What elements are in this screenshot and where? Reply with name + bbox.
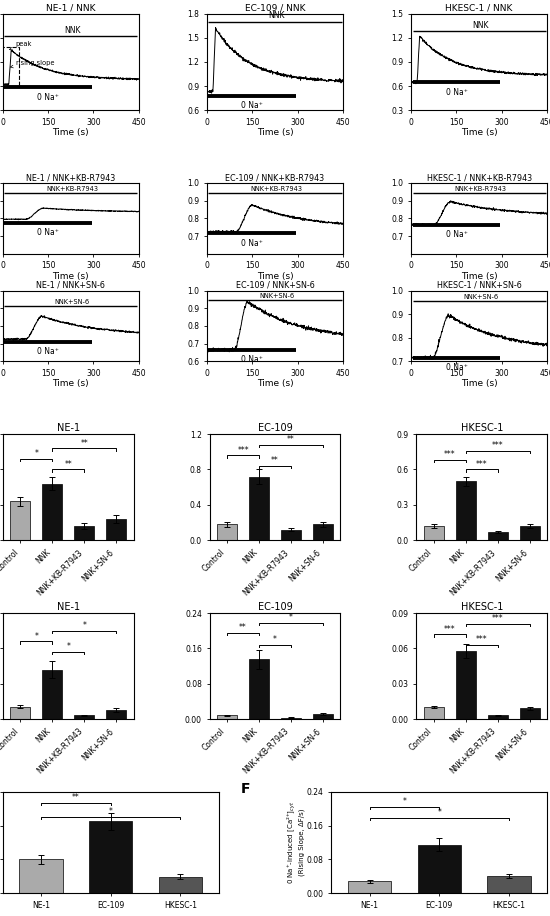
Text: 0 Na⁺: 0 Na⁺	[446, 88, 468, 97]
Bar	[249, 660, 269, 719]
Text: *: *	[289, 613, 293, 622]
Bar	[74, 526, 94, 540]
Text: NNK+KB-R7943: NNK+KB-R7943	[455, 186, 507, 191]
Text: NNK+SN-6: NNK+SN-6	[55, 300, 90, 305]
Text: ***: ***	[237, 446, 249, 454]
Bar	[488, 715, 508, 719]
Text: *: *	[66, 642, 70, 651]
Title: HKESC-1: HKESC-1	[460, 423, 503, 433]
Bar	[106, 519, 126, 540]
Title: NE-1: NE-1	[57, 423, 80, 433]
Title: EC-109: EC-109	[257, 602, 293, 612]
X-axis label: Time (s): Time (s)	[461, 379, 498, 388]
Bar	[313, 524, 333, 540]
Text: **: **	[287, 435, 295, 444]
Bar	[10, 501, 30, 540]
Title: HKESC-1: HKESC-1	[460, 602, 503, 612]
Text: **: **	[239, 623, 247, 632]
Text: *: *	[109, 807, 113, 816]
Bar	[348, 881, 391, 893]
Bar	[249, 476, 269, 540]
Text: *: *	[437, 809, 441, 817]
Title: NE-1 / NNK+SN-6: NE-1 / NNK+SN-6	[36, 280, 105, 289]
Title: NE-1 / NNK: NE-1 / NNK	[46, 4, 96, 13]
Text: 0 Na⁺: 0 Na⁺	[37, 347, 59, 356]
Bar	[313, 714, 333, 719]
X-axis label: Time (s): Time (s)	[257, 272, 293, 281]
Text: peak: peak	[9, 41, 32, 49]
Text: NNK: NNK	[472, 21, 489, 30]
Text: ***: ***	[476, 460, 488, 469]
Text: 0 Na⁺: 0 Na⁺	[446, 230, 468, 239]
Text: 0 Na⁺: 0 Na⁺	[37, 228, 59, 237]
X-axis label: Time (s): Time (s)	[257, 379, 293, 388]
X-axis label: Time (s): Time (s)	[461, 128, 498, 137]
Bar	[10, 706, 30, 719]
Bar	[217, 715, 237, 719]
Text: *: *	[34, 449, 38, 458]
Title: EC-109 / NNK: EC-109 / NNK	[245, 4, 305, 13]
Bar	[159, 877, 202, 893]
Text: *: *	[82, 621, 86, 630]
Bar	[488, 532, 508, 540]
X-axis label: Time (s): Time (s)	[461, 272, 498, 281]
Bar	[89, 821, 133, 893]
Text: NNK+SN-6: NNK+SN-6	[463, 294, 498, 300]
Title: EC-109 / NNK+KB-R7943: EC-109 / NNK+KB-R7943	[226, 173, 324, 182]
Title: NE-1: NE-1	[57, 602, 80, 612]
Bar	[42, 670, 62, 719]
Title: NE-1 / NNK+KB-R7943: NE-1 / NNK+KB-R7943	[26, 173, 116, 182]
Bar	[424, 526, 444, 540]
Bar	[42, 484, 62, 540]
Y-axis label: 0 Na⁺-induced [Ca²⁺]$_{cyt}$
(Rising Slope, ΔF/s): 0 Na⁺-induced [Ca²⁺]$_{cyt}$ (Rising Slo…	[285, 801, 305, 884]
Bar	[2, 48, 19, 86]
Text: *: *	[273, 635, 277, 644]
Bar	[424, 707, 444, 719]
Text: 0 Na⁺: 0 Na⁺	[241, 355, 263, 365]
Bar	[281, 718, 301, 719]
Bar	[417, 845, 461, 893]
Text: **: **	[80, 439, 88, 448]
Bar	[217, 524, 237, 540]
Text: **: **	[271, 456, 279, 465]
Text: NNK+KB-R7943: NNK+KB-R7943	[250, 186, 302, 191]
Bar	[520, 708, 540, 719]
Text: NNK: NNK	[64, 26, 80, 35]
Bar	[19, 859, 63, 893]
Bar	[487, 877, 531, 893]
Bar	[281, 529, 301, 540]
Text: *: *	[403, 797, 406, 806]
Text: ***: ***	[444, 625, 456, 634]
Text: NNK: NNK	[268, 11, 285, 20]
Bar	[456, 481, 476, 540]
Text: F: F	[240, 781, 250, 796]
X-axis label: Time (s): Time (s)	[52, 379, 89, 388]
Text: 0 Na⁺: 0 Na⁺	[37, 93, 59, 102]
Text: ***: ***	[476, 635, 488, 644]
Text: 0 Na⁺: 0 Na⁺	[446, 364, 468, 373]
Text: *: *	[34, 632, 38, 640]
Bar	[520, 526, 540, 540]
Text: 0 Na⁺: 0 Na⁺	[241, 239, 263, 248]
Bar	[106, 710, 126, 719]
Bar	[74, 715, 94, 719]
Text: NNK+SN-6: NNK+SN-6	[259, 293, 294, 300]
Text: 0 Na⁺: 0 Na⁺	[241, 102, 263, 111]
Title: EC-109: EC-109	[257, 423, 293, 433]
X-axis label: Time (s): Time (s)	[52, 272, 89, 281]
Text: ***: ***	[492, 441, 504, 450]
X-axis label: Time (s): Time (s)	[257, 128, 293, 137]
Text: ***: ***	[444, 451, 456, 459]
Text: NNK+KB-R7943: NNK+KB-R7943	[46, 186, 98, 191]
Title: HKESC-1 / NNK+KB-R7943: HKESC-1 / NNK+KB-R7943	[427, 173, 532, 182]
X-axis label: Time (s): Time (s)	[52, 128, 89, 137]
Text: **: **	[64, 460, 72, 469]
Bar	[456, 650, 476, 719]
Title: HKESC-1 / NNK: HKESC-1 / NNK	[446, 4, 513, 13]
Title: EC-109 / NNK+SN-6: EC-109 / NNK+SN-6	[235, 280, 315, 289]
Text: **: **	[72, 793, 80, 802]
Title: HKESC-1 / NNK+SN-6: HKESC-1 / NNK+SN-6	[437, 280, 521, 289]
Text: ***: ***	[492, 614, 504, 623]
Text: rising slope: rising slope	[10, 60, 55, 68]
